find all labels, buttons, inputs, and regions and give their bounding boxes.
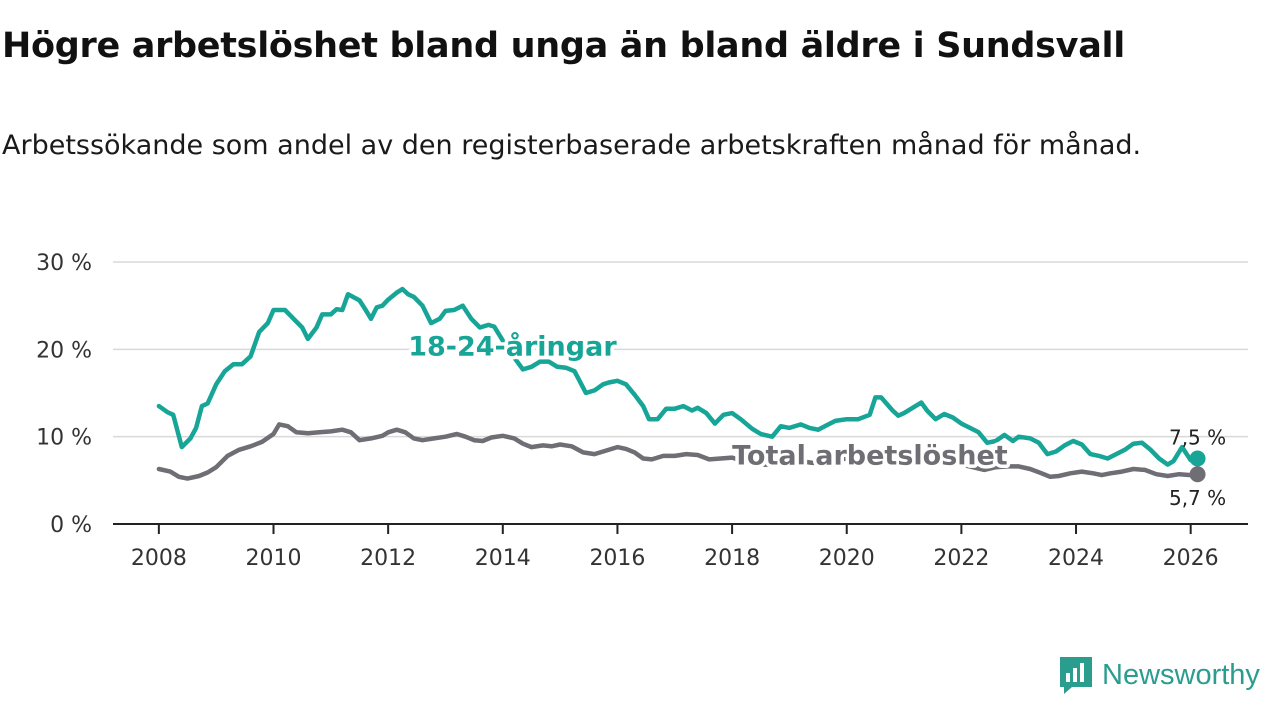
chart-subtitle: Arbetssökande som andel av den registerb… (2, 130, 1142, 161)
total-end-point (1189, 466, 1206, 483)
y-tick-label: 0 % (50, 513, 92, 538)
x-tick-label: 2010 (246, 546, 302, 571)
brand-logo: Newsworthy (1058, 654, 1260, 696)
x-tick-label: 2020 (819, 546, 875, 571)
x-tick-label: 2014 (475, 546, 531, 571)
total-end-label: 5,7 % (1169, 486, 1226, 510)
chart-title: Högre arbetslöshet bland unga än bland ä… (2, 26, 1125, 66)
youth-series-line (156, 286, 1200, 467)
x-tick-label: 2012 (360, 546, 416, 571)
y-tick-label: 20 % (36, 338, 92, 363)
y-tick-label: 30 % (36, 251, 92, 276)
x-tick-label: 2018 (704, 546, 760, 571)
x-tick-label: 2024 (1048, 546, 1104, 571)
brand-name: Newsworthy (1102, 658, 1260, 691)
x-tick-label: 2026 (1163, 546, 1219, 571)
youth-series-label: 18-24-åringar (408, 330, 617, 362)
total-series-line (156, 422, 1200, 481)
y-tick-label: 10 % (36, 426, 92, 451)
x-tick-label: 2016 (589, 546, 645, 571)
x-tick-label: 2008 (131, 546, 187, 571)
youth-end-point (1189, 450, 1206, 467)
youth-end-label: 7,5 % (1169, 426, 1226, 450)
x-tick-label: 2022 (933, 546, 989, 571)
newsworthy-icon (1060, 657, 1092, 694)
total-series-label: Total arbetslöshet (732, 441, 1008, 472)
